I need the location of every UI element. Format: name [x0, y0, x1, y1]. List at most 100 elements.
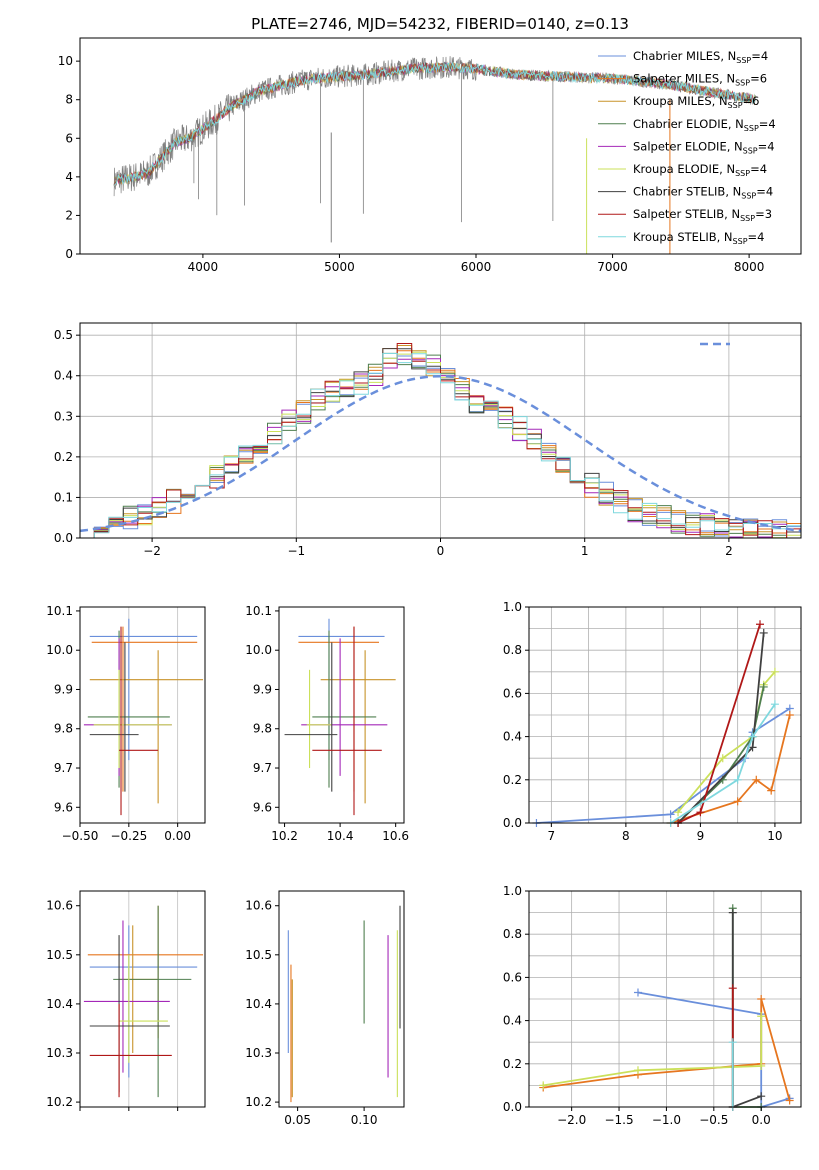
series-point-marker [759, 628, 768, 637]
x-tick-label: 7000 [597, 260, 628, 274]
series-point-marker [666, 810, 675, 819]
y-tick-label: 9.7 [253, 761, 272, 775]
x-tick-label: −2 [143, 544, 161, 558]
y-tick-label: 0.6 [503, 686, 522, 700]
y-tick-label: 10.0 [245, 643, 272, 657]
axes-frame [278, 890, 405, 1108]
y-tick-label: 0.2 [54, 450, 73, 464]
legend-model-name: Kroupa ELODIE, N [633, 162, 735, 176]
series-point-marker [539, 1081, 548, 1090]
series-line [731, 908, 762, 1108]
y-tick-label: 8 [65, 93, 73, 107]
series-line [677, 632, 765, 824]
x-tick-label: −1 [287, 544, 305, 558]
legend-subscript: SSP [733, 237, 748, 246]
series-point-marker [748, 743, 757, 752]
legend-subscript: SSP [728, 101, 743, 110]
series-point-marker [696, 808, 705, 817]
panel-mass-vs-Z: 10.2 10.3 10.4 10.5 10.6 [46, 890, 206, 1111]
y-tick-label: 0.3 [54, 409, 73, 423]
legend-label: Chabrier ELODIE, NSSP=4 [633, 117, 776, 133]
series-line [677, 624, 761, 824]
legend-model-name: Salpeter STELIB, N [633, 207, 740, 221]
y-tick-label: 6 [65, 131, 73, 145]
x-tick-label: 0.0 [752, 1113, 771, 1127]
legend-subscript: SSP [744, 124, 759, 133]
panel-massweight-vs-Z: −2.0 −1.5 −1.0 −0.5 0.0 0.0 0.2 0.4 0.6 0.8 1.0 [503, 884, 802, 1127]
legend-nssp: =4 [758, 139, 775, 153]
series-point-marker [759, 682, 768, 691]
y-tick-label: 0.5 [54, 328, 73, 342]
x-tick-label: 0.05 [284, 1113, 311, 1127]
legend-nssp: =4 [750, 162, 767, 176]
y-tick-label: 0.1 [54, 490, 73, 504]
x-tick-label: 7 [548, 829, 556, 843]
y-tick-label: 0.8 [503, 643, 522, 657]
series-point-marker [674, 808, 683, 817]
y-tick-label: 0 [65, 247, 73, 261]
x-tick-label: 2 [725, 544, 733, 558]
y-tick-label: 9.6 [253, 800, 272, 814]
x-tick-label: 10 [767, 829, 782, 843]
legend-nssp: =4 [759, 117, 776, 131]
series-line [677, 686, 765, 824]
x-tick-label: −2.0 [557, 1113, 586, 1127]
legend-subscript: SSP [735, 169, 750, 178]
legend-label: Salpeter ELODIE, NSSP=4 [633, 139, 775, 155]
series-point-marker [785, 1096, 794, 1105]
axes-frame [79, 37, 802, 255]
axes-frame [278, 606, 405, 824]
panel-massweight-vs-age: 7 8 9 10 0.0 0.2 0.4 0.6 0.8 1.0 [503, 600, 802, 843]
y-tick-label: 9.9 [54, 682, 73, 696]
series-point-marker [785, 711, 794, 719]
y-tick-label: 0.0 [54, 531, 73, 545]
series-point-marker [756, 620, 765, 629]
y-tick-label: 0.4 [503, 1014, 522, 1028]
x-tick-label: 0.10 [351, 1113, 378, 1127]
legend-subscript: SSP [743, 146, 758, 155]
legend-model-name: Chabrier STELIB, N [633, 185, 741, 199]
legend-label: Salpeter MILES, NSSP=6 [633, 72, 767, 88]
x-tick-label: 10.2 [271, 829, 298, 843]
series-line [677, 671, 776, 813]
y-tick-label: 10.5 [245, 948, 272, 962]
y-tick-label: 9.9 [253, 682, 272, 696]
y-tick-label: 0.6 [503, 970, 522, 984]
x-tick-label: −0.50 [62, 829, 99, 843]
x-tick-label: 10.4 [327, 829, 354, 843]
y-tick-label: 0.4 [54, 369, 73, 383]
y-tick-label: 4 [65, 170, 73, 184]
legend-subscript: SSP [736, 56, 751, 65]
series-point-marker [757, 1092, 766, 1101]
series-point-marker [728, 908, 737, 917]
y-tick-label: 10.1 [245, 604, 272, 618]
y-tick-label: 10.2 [245, 1095, 272, 1109]
y-tick-label: 0.4 [503, 730, 522, 744]
y-tick-label: 10.1 [46, 604, 73, 618]
y-tick-label: 1.0 [503, 600, 522, 614]
legend-model-name: Kroupa MILES, N [633, 94, 728, 108]
series-point-marker [718, 754, 727, 763]
axes-frame [79, 606, 206, 824]
series-point-marker [767, 786, 776, 795]
legend-label: Kroupa STELIB, NSSP=4 [633, 230, 764, 246]
series-point-marker [770, 700, 779, 709]
legend-label: Salpeter STELIB, NSSP=3 [633, 207, 772, 223]
legend-nssp: =6 [750, 72, 767, 86]
x-tick-label: 0 [437, 544, 445, 558]
y-tick-label: 10.4 [46, 997, 73, 1011]
x-tick-label: 1 [581, 544, 589, 558]
y-tick-label: 0.0 [503, 816, 522, 830]
legend-model-name: Chabrier MILES, N [633, 49, 736, 63]
x-tick-label: 4000 [188, 260, 219, 274]
y-tick-label: 0.8 [503, 927, 522, 941]
figure-title: PLATE=2746, MJD=54232, FIBERID=0140, z=0… [251, 15, 629, 33]
series-point-marker [757, 1061, 766, 1070]
y-tick-label: 10.2 [46, 1095, 73, 1109]
series-point-marker [752, 775, 761, 784]
legend-model-name: Kroupa STELIB, N [633, 230, 733, 244]
x-tick-label: 8000 [734, 260, 765, 274]
legend-nssp: =4 [751, 49, 768, 63]
y-tick-label: 9.6 [54, 800, 73, 814]
